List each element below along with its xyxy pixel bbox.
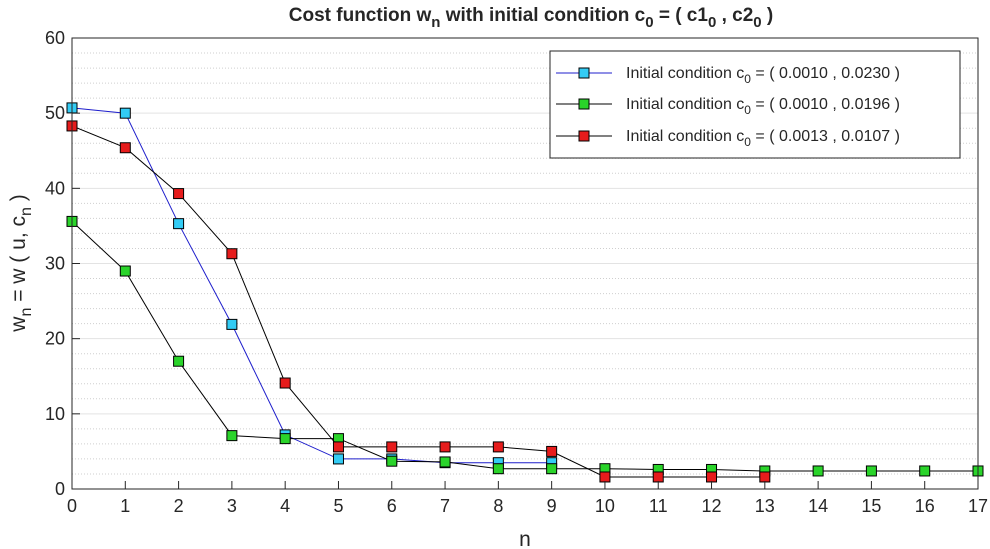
series-3-point bbox=[652, 471, 664, 483]
y-tick-label: 10 bbox=[45, 404, 65, 424]
series-2-point bbox=[226, 430, 238, 442]
series-1-point bbox=[173, 218, 185, 230]
y-tick-label: 0 bbox=[55, 479, 65, 499]
series-3-point bbox=[332, 441, 344, 453]
series-line-2 bbox=[71, 221, 978, 472]
x-axis-title: n bbox=[519, 528, 531, 549]
series-2-point bbox=[812, 465, 824, 477]
y-tick-label: 50 bbox=[45, 103, 65, 123]
series-2-point bbox=[279, 433, 291, 445]
series-3-point bbox=[492, 441, 504, 453]
series-2-point bbox=[173, 355, 185, 367]
series-1-point bbox=[119, 107, 131, 119]
x-tick-label: 15 bbox=[861, 496, 881, 516]
x-tick-label: 9 bbox=[547, 496, 557, 516]
series-3-point bbox=[173, 188, 185, 200]
legend-marker-2 bbox=[578, 98, 590, 110]
series-1-point bbox=[226, 318, 238, 330]
legend: Initial condition c0 = ( 0.0010 , 0.0230… bbox=[549, 50, 961, 159]
series-2-point bbox=[439, 456, 451, 468]
x-tick-label: 12 bbox=[702, 496, 722, 516]
series-3-point bbox=[599, 471, 611, 483]
y-tick-label: 30 bbox=[45, 254, 65, 274]
series-3-point bbox=[226, 248, 238, 260]
legend-box bbox=[549, 50, 961, 159]
legend-label-1: Initial condition c0 = ( 0.0010 , 0.0230… bbox=[626, 65, 900, 86]
series-3-point bbox=[546, 445, 558, 457]
series-2-point bbox=[546, 463, 558, 475]
x-tick-label: 10 bbox=[595, 496, 615, 516]
series-3-point bbox=[439, 441, 451, 453]
series-3-point bbox=[386, 441, 398, 453]
x-tick-label: 8 bbox=[493, 496, 503, 516]
series-2-point bbox=[119, 265, 131, 277]
x-tick-label: 14 bbox=[808, 496, 828, 516]
x-tick-label: 13 bbox=[755, 496, 775, 516]
x-tick-label: 1 bbox=[120, 496, 130, 516]
legend-label-2: Initial condition c0 = ( 0.0010 , 0.0196… bbox=[626, 96, 900, 117]
y-tick-label: 60 bbox=[45, 28, 65, 48]
series-3-point bbox=[119, 142, 131, 154]
legend-marker-1 bbox=[578, 67, 590, 79]
x-tick-label: 4 bbox=[280, 496, 290, 516]
y-tick-label: 40 bbox=[45, 178, 65, 198]
series-1-point bbox=[332, 453, 344, 465]
series-2-point bbox=[386, 455, 398, 467]
legend-entry-2: Initial condition c0 = ( 0.0010 , 0.0196… bbox=[556, 96, 900, 117]
x-tick-label: 6 bbox=[387, 496, 397, 516]
series-2-point bbox=[865, 465, 877, 477]
y-tick-label: 20 bbox=[45, 329, 65, 349]
chart-title: Cost function wn with initial condition … bbox=[289, 5, 773, 31]
x-tick-label: 3 bbox=[227, 496, 237, 516]
series-line-1 bbox=[71, 107, 552, 464]
x-tick-label: 2 bbox=[174, 496, 184, 516]
series-3-point bbox=[279, 377, 291, 389]
series-3 bbox=[66, 120, 771, 483]
series-2 bbox=[66, 215, 984, 477]
x-tick-label: 17 bbox=[968, 496, 988, 516]
x-tick-label: 11 bbox=[649, 496, 668, 516]
x-tick-label: 0 bbox=[67, 496, 77, 516]
legend-entry-1: Initial condition c0 = ( 0.0010 , 0.0230… bbox=[556, 65, 900, 86]
x-tick-label: 5 bbox=[333, 496, 343, 516]
legend-entry-3: Initial condition c0 = ( 0.0013 , 0.0107… bbox=[556, 128, 900, 149]
x-tick-label: 16 bbox=[915, 496, 935, 516]
x-tick-label: 7 bbox=[440, 496, 450, 516]
y-axis-title: wn = w ( u, cn ) bbox=[7, 194, 35, 332]
series-2-point bbox=[492, 463, 504, 475]
legend-label-3: Initial condition c0 = ( 0.0013 , 0.0107… bbox=[626, 128, 900, 149]
series-3-point bbox=[706, 471, 718, 483]
legend-marker-3 bbox=[578, 130, 590, 142]
series-2-point bbox=[919, 465, 931, 477]
series-line-3 bbox=[71, 125, 765, 478]
series-3-point bbox=[759, 471, 771, 483]
